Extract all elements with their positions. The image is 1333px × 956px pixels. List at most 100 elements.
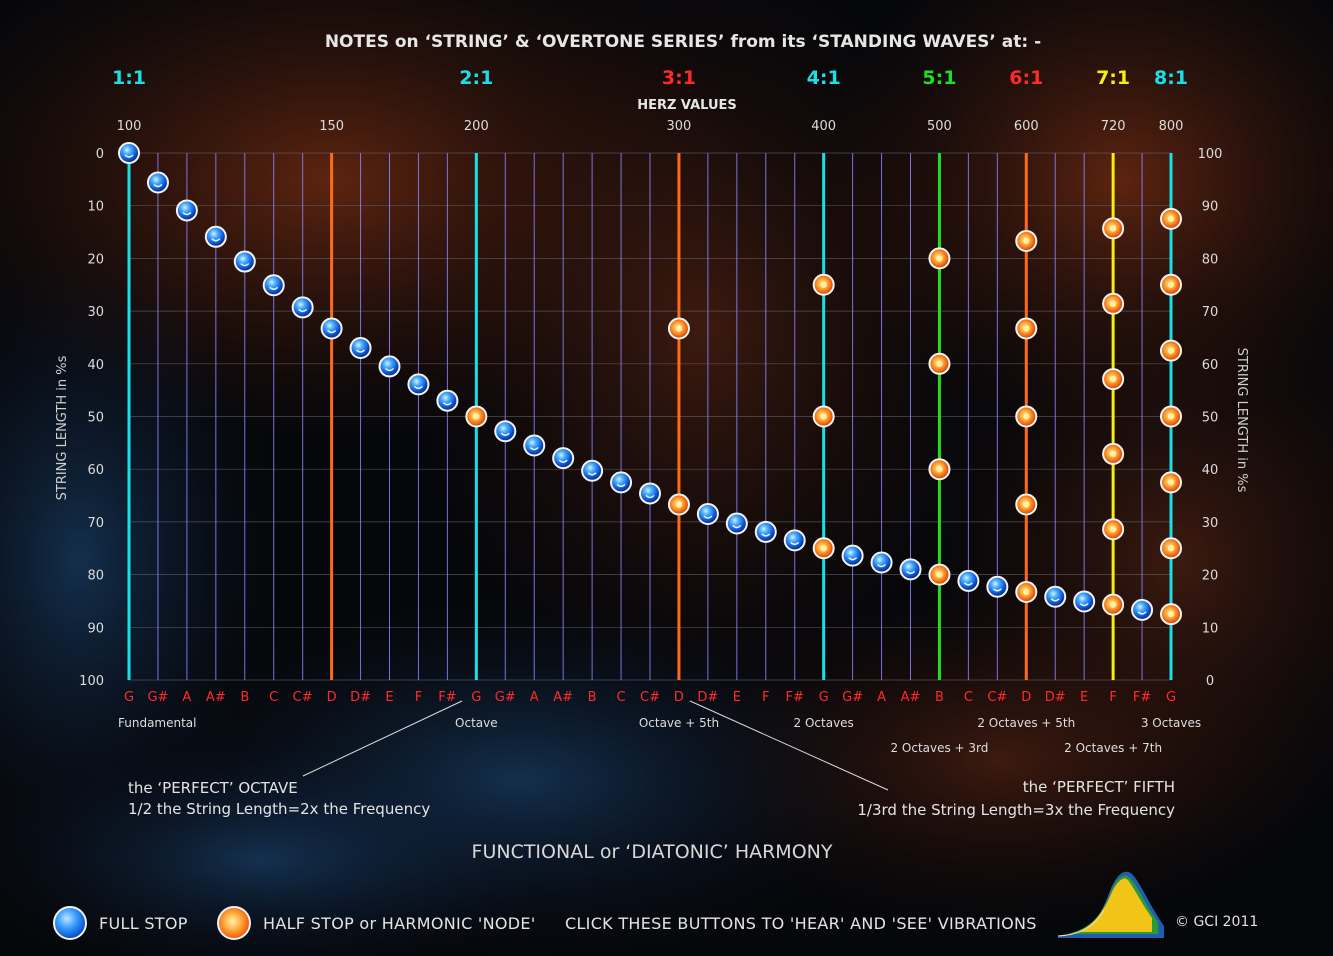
full-stop-button[interactable] (204, 225, 227, 248)
note-label: C# (640, 690, 660, 705)
half-stop-button[interactable] (1015, 405, 1038, 428)
interval-label: Octave + 5th (639, 716, 719, 730)
right-axis-label: STRING LENGTH in %s (1234, 348, 1249, 493)
note-label: F (415, 690, 422, 705)
half-stop-button[interactable] (1160, 405, 1182, 428)
interval-labels: Fundamental Octave Octave + 5th 2 Octaves 2 … (118, 716, 1201, 755)
half-stop-button[interactable] (1102, 593, 1125, 616)
full-stop-button[interactable] (899, 558, 922, 581)
left-tick-label: 10 (87, 200, 104, 215)
full-stop-button[interactable] (725, 512, 748, 535)
full-stop-button[interactable] (552, 447, 575, 470)
half-stop-button[interactable] (667, 493, 690, 516)
note-label: D# (350, 690, 371, 705)
interval-label: Octave (455, 716, 498, 730)
note-label: A (182, 690, 191, 705)
full-stop-button[interactable] (1073, 590, 1096, 613)
legend-full-stop-label: FULL STOP (99, 913, 188, 933)
full-stop-button[interactable] (407, 373, 430, 396)
half-stop-button[interactable] (1160, 471, 1182, 494)
note-label: F (762, 690, 769, 705)
note-label: F# (786, 690, 804, 705)
full-stop-button[interactable] (986, 575, 1009, 598)
half-stop-button[interactable] (1160, 603, 1182, 626)
full-stop-button[interactable] (639, 482, 661, 505)
full-stop-button[interactable] (957, 569, 980, 592)
full-stop-button[interactable] (494, 420, 517, 443)
half-stop-button[interactable] (1015, 493, 1038, 516)
half-stop-button[interactable] (1160, 339, 1182, 362)
half-stop-button[interactable] (1102, 518, 1125, 541)
half-stop-button[interactable] (1102, 217, 1125, 240)
ratio-label: 8:1 (1154, 67, 1188, 89)
half-stop-button[interactable] (1102, 368, 1125, 391)
left-tick-label: 0 (96, 147, 104, 162)
full-stop-button[interactable] (118, 142, 140, 164)
left-tick-label: 20 (87, 252, 104, 267)
full-stop-button[interactable] (349, 336, 372, 359)
full-stop-button[interactable] (1131, 598, 1154, 621)
half-stop-button[interactable] (1102, 442, 1125, 465)
herz-tick-label: 500 (927, 119, 952, 134)
right-tick-label: 20 (1202, 569, 1219, 584)
half-stop-button[interactable] (928, 563, 951, 586)
perfect-fifth-desc: 1/3rd the String Length=3x the Frequency (857, 801, 1175, 819)
half-stop-button-icon[interactable] (217, 906, 251, 940)
note-label: B (935, 690, 944, 705)
right-tick-label: 100 (1198, 147, 1223, 162)
note-label: C (617, 690, 626, 705)
full-stop-button[interactable] (291, 296, 314, 319)
half-stop-button[interactable] (1160, 207, 1182, 230)
note-label: B (588, 690, 597, 705)
full-stop-button[interactable] (870, 551, 893, 574)
full-stop-button[interactable] (696, 502, 719, 525)
right-tick-label: 60 (1202, 358, 1219, 373)
full-stop-button[interactable] (436, 389, 459, 412)
perfect-octave-desc: 1/2 the String Length=2x the Frequency (128, 800, 430, 818)
full-stop-button[interactable] (581, 459, 604, 482)
half-stop-button[interactable] (1015, 317, 1038, 340)
full-stop-button[interactable] (754, 520, 777, 543)
half-stop-button[interactable] (1015, 230, 1038, 253)
full-stop-button[interactable] (523, 434, 546, 457)
half-stop-button[interactable] (928, 458, 951, 481)
half-stop-button[interactable] (1160, 273, 1182, 296)
half-stop-button[interactable] (1160, 537, 1182, 560)
full-stop-button[interactable] (610, 471, 633, 494)
full-stop-button[interactable] (378, 355, 401, 378)
full-stop-button[interactable] (841, 544, 864, 567)
half-stop-button[interactable] (928, 247, 951, 270)
half-stop-button[interactable] (1102, 292, 1125, 315)
full-stop-button[interactable] (1044, 585, 1067, 608)
herz-tick-label: 300 (667, 119, 692, 134)
half-stop-button[interactable] (465, 405, 488, 428)
half-stop-button[interactable] (928, 352, 951, 375)
full-stop-button[interactable] (175, 199, 198, 222)
half-stop-button[interactable] (812, 273, 835, 296)
herz-tick-label: 400 (811, 119, 836, 134)
half-stop-button[interactable] (1015, 580, 1038, 603)
herz-tick-label: 600 (1014, 119, 1039, 134)
full-stop-button[interactable] (146, 171, 169, 194)
half-stop-button[interactable] (812, 537, 835, 560)
half-stop-button[interactable] (812, 405, 835, 428)
full-stop-button[interactable] (783, 529, 806, 552)
note-label: A# (901, 690, 921, 705)
note-labels: G G# A A# B C C# D D# E F F# G G# A A# B C C# D D# E F F# G G# A A#… (124, 690, 1176, 705)
right-tick-label: 40 (1202, 463, 1219, 478)
half-stop-button[interactable] (667, 317, 690, 340)
note-label: E (385, 690, 393, 705)
note-label: F (1109, 690, 1116, 705)
full-stop-button-icon[interactable] (53, 906, 87, 940)
left-axis-ticks: 0 10 20 30 40 50 60 70 80 90 100 (79, 147, 104, 689)
ratio-labels: 1:1 2:1 3:1 4:1 5:1 6:1 7:1 8:1 (112, 67, 1188, 89)
octave-pointer-line (302, 700, 463, 777)
copyright-text: © GCI 2011 (1175, 914, 1259, 930)
note-label: D (1021, 690, 1031, 705)
full-stop-button[interactable] (262, 274, 285, 297)
full-stop-button[interactable] (320, 317, 343, 340)
harmony-title: FUNCTIONAL or ‘DIATONIC’ HARMONY (472, 841, 833, 863)
full-stop-button[interactable] (233, 250, 256, 273)
half-stop-markers (465, 207, 1182, 626)
